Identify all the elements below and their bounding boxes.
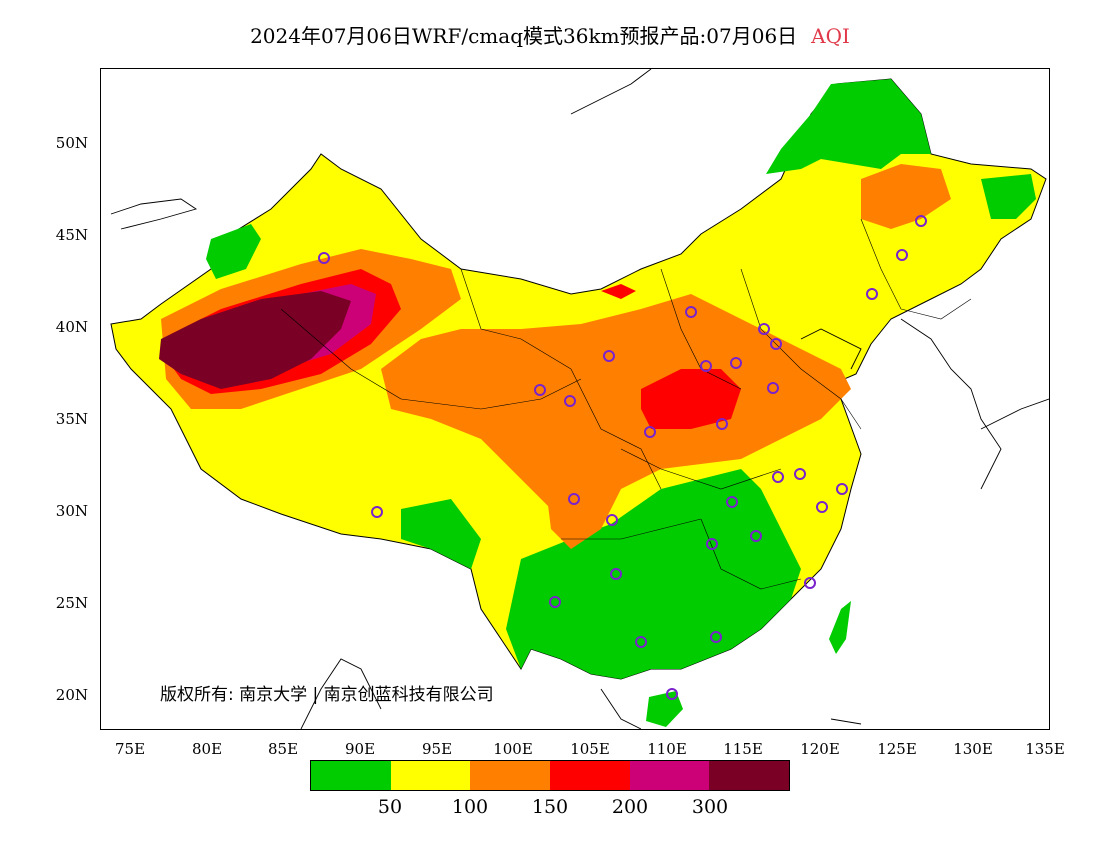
aqi-zone-moderate-northeast <box>861 164 951 229</box>
aqi-zone-good-south <box>506 469 801 679</box>
colorbar-segment-unhealthy <box>550 761 630 790</box>
colorbar-segment-good <box>311 761 391 790</box>
lon-label: 135E <box>1025 740 1065 758</box>
aqi-colorbar <box>310 760 790 791</box>
aqi-zone-moderate-sichuan <box>541 429 621 549</box>
aqi-zone-good-northeast <box>766 79 931 174</box>
aqi-zone-moderate-central <box>381 294 851 539</box>
colorbar-segment-moderate <box>390 761 471 790</box>
coastlines <box>110 69 1049 729</box>
province-borders <box>280 218 972 590</box>
lon-label: 90E <box>344 740 376 758</box>
lon-label: 125E <box>877 740 917 758</box>
lon-label: 130E <box>953 740 993 758</box>
colorbar-label: 150 <box>531 796 569 818</box>
colorbar-label: 300 <box>691 796 729 818</box>
lat-label: 40N <box>55 318 88 336</box>
aqi-zone-good-hainan <box>646 691 683 727</box>
aqi-zone-good-xinjiang <box>206 224 261 279</box>
lon-label: 100E <box>493 740 533 758</box>
aqi-zone-good-north <box>981 174 1036 219</box>
lat-label: 30N <box>55 502 88 520</box>
lat-label: 45N <box>55 226 88 244</box>
title-product: AQI <box>811 24 850 48</box>
lon-label: 85E <box>267 740 299 758</box>
aqi-zone-hazardous <box>159 291 351 389</box>
aqi-map <box>110 69 1049 729</box>
lon-label: 75E <box>114 740 146 758</box>
colorbar-segment-hazardous <box>709 761 790 790</box>
aqi-zone-good-tibet <box>401 499 481 569</box>
lat-label: 25N <box>55 594 88 612</box>
title-main: 2024年07月06日WRF/cmaq模式36km预报产品:07月06日 <box>250 24 798 48</box>
lat-label: 35N <box>55 410 88 428</box>
lon-label: 95E <box>421 740 453 758</box>
aqi-zone-unhealthy-inner-mongolia <box>601 284 636 299</box>
lon-label: 110E <box>647 740 687 758</box>
map-title: 2024年07月06日WRF/cmaq模式36km预报产品:07月06日 AQI <box>0 20 1100 49</box>
colorbar-label: 200 <box>611 796 649 818</box>
lon-label: 80E <box>191 740 223 758</box>
colorbar-segment-very-unhealthy <box>629 761 710 790</box>
station-markers <box>318 215 927 700</box>
aqi-zone-good-taiwan <box>829 601 851 654</box>
map-frame <box>100 68 1050 730</box>
lon-label: 105E <box>570 740 610 758</box>
lon-label: 120E <box>800 740 840 758</box>
lat-label: 20N <box>55 686 88 704</box>
copyright-notice: 版权所有: 南京大学 | 南京创蓝科技有限公司 <box>160 685 494 705</box>
aqi-zone-unhealthy-east <box>641 369 741 429</box>
lon-label: 115E <box>723 740 763 758</box>
colorbar-label: 50 <box>377 796 403 818</box>
colorbar-label: 100 <box>451 796 489 818</box>
colorbar-segment-sensitive <box>470 761 551 790</box>
lat-label: 50N <box>55 134 88 152</box>
